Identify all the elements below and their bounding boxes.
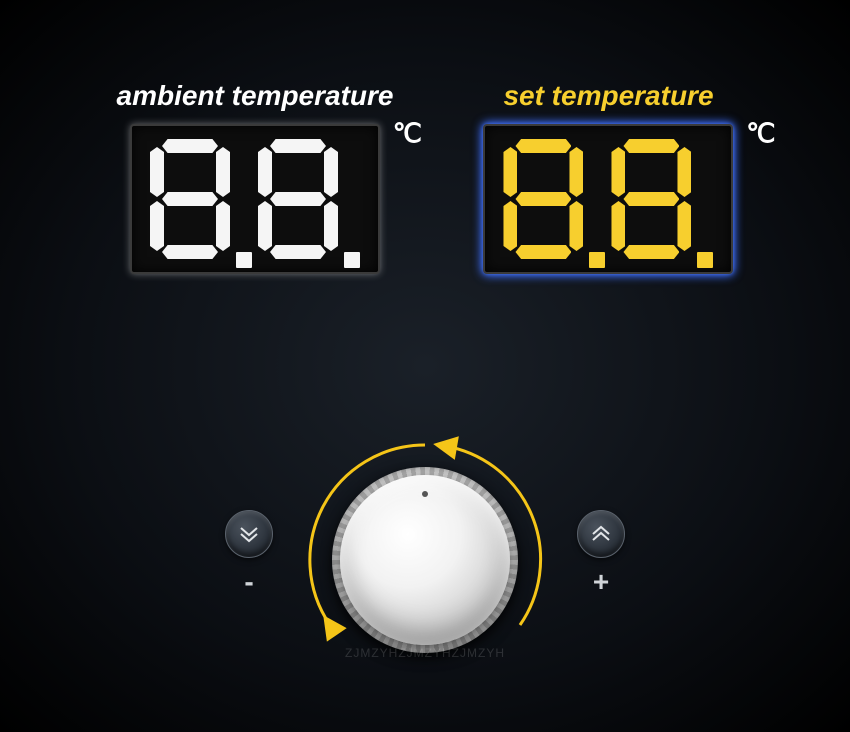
- set-unit: ℃: [746, 118, 775, 149]
- decrease-group: -: [225, 510, 273, 598]
- knob-area: - +: [215, 430, 635, 690]
- ambient-dot-2: [344, 252, 360, 268]
- set-lcd: [483, 124, 733, 274]
- up-chevrons-icon: [589, 522, 613, 546]
- increase-button[interactable]: [577, 510, 625, 558]
- set-dot-1: [589, 252, 605, 268]
- decrease-button[interactable]: [225, 510, 273, 558]
- set-label: set temperature: [483, 80, 733, 112]
- temperature-knob[interactable]: [340, 475, 510, 645]
- displays-row: ambient temperature ℃ set temperature: [0, 0, 850, 274]
- ambient-digit-1: [150, 139, 230, 259]
- set-dot-2: [697, 252, 713, 268]
- ambient-display-block: ambient temperature ℃: [117, 80, 394, 274]
- ambient-unit: ℃: [393, 118, 422, 149]
- ambient-display-wrap: ℃: [130, 124, 380, 274]
- set-digit-1: [503, 139, 583, 259]
- set-display-wrap: ℃: [483, 124, 733, 274]
- ambient-label: ambient temperature: [117, 80, 394, 112]
- ambient-dot-1: [236, 252, 252, 268]
- decrease-sign: -: [244, 566, 253, 598]
- ambient-lcd: [130, 124, 380, 274]
- increase-sign: +: [593, 566, 609, 598]
- set-digit-2: [611, 139, 691, 259]
- ambient-digit-2: [258, 139, 338, 259]
- increase-group: +: [577, 510, 625, 598]
- down-chevrons-icon: [237, 522, 261, 546]
- set-display-block: set temperature ℃: [483, 80, 733, 274]
